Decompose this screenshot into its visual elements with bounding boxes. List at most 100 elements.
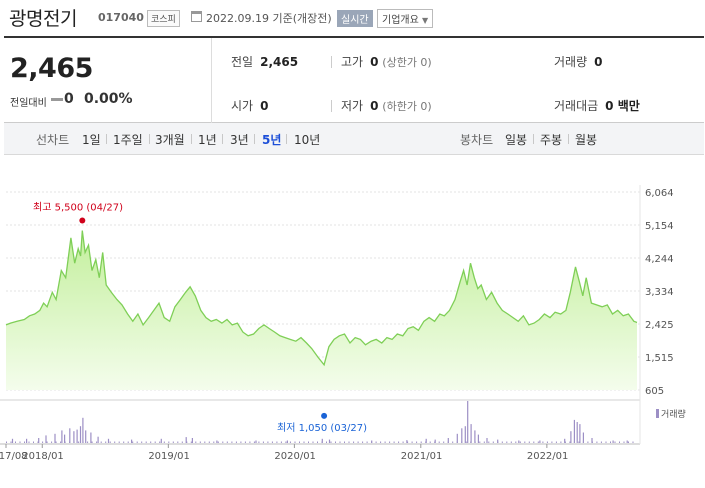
volume-bar	[524, 441, 526, 443]
volume-bar	[289, 441, 291, 443]
volume-value: 0	[594, 55, 603, 69]
tab-1w[interactable]: 1주일	[113, 133, 143, 147]
y-tick-label: 6,064	[645, 188, 674, 199]
volume-bar	[605, 441, 607, 443]
candle-chart-label: 봉차트	[460, 133, 494, 147]
tab-3m[interactable]: 3개월	[155, 133, 185, 147]
volume-bar	[132, 441, 134, 443]
volume-bar	[271, 441, 273, 443]
volume-bar	[461, 441, 463, 443]
volume-bar	[371, 441, 373, 443]
trade-value-label: 거래대금	[554, 99, 599, 113]
volume-bar	[596, 441, 598, 443]
volume-bar	[477, 434, 479, 443]
volume-bar	[406, 440, 408, 443]
price-chart[interactable]: 6,064 5,154 4,244 3,334 2,425 1,515 605 최고 5,50…	[0, 155, 705, 488]
volume-bar	[213, 441, 215, 443]
volume-bar	[19, 441, 21, 443]
volume-bar	[127, 441, 129, 443]
volume-bar	[123, 441, 125, 443]
volume-bar	[600, 441, 602, 443]
volume-bar	[510, 441, 512, 443]
x-tick-label: 2018/01	[22, 451, 64, 462]
volume-bar	[190, 441, 192, 443]
volume-bar	[564, 441, 566, 443]
volume-bar	[276, 441, 278, 443]
volume-bar	[506, 441, 508, 443]
volume-bar	[97, 436, 99, 443]
volume-bar	[348, 441, 350, 443]
volume-bar	[464, 426, 466, 443]
volume-bar	[321, 441, 323, 443]
volume-bar	[389, 441, 391, 443]
volume-bar	[69, 428, 71, 443]
volume-bar	[626, 440, 628, 443]
tab-5y[interactable]: 5년	[262, 133, 282, 147]
divider	[331, 56, 332, 68]
tab-daily-candle[interactable]: 일봉	[505, 133, 528, 147]
volume-bar	[240, 441, 242, 443]
volume-bar	[118, 441, 120, 443]
high-value: 0	[370, 55, 379, 69]
volume-bar	[339, 441, 341, 443]
volume-bar	[447, 438, 449, 443]
volume-bar	[26, 438, 28, 443]
tab-1d[interactable]: 1일	[82, 133, 101, 147]
volume-bar	[321, 438, 323, 443]
volume-bar	[497, 441, 499, 443]
volume-bar	[573, 419, 575, 443]
divider	[533, 134, 534, 144]
tab-1y[interactable]: 1년	[198, 133, 217, 147]
y-tick-label: 1,515	[645, 353, 674, 364]
volume-bar	[456, 441, 458, 443]
volume-bar	[393, 441, 395, 443]
volume-bar	[479, 441, 481, 443]
volume-bar	[294, 441, 296, 443]
company-info-dropdown[interactable]: 기업개요 ▼	[377, 9, 434, 28]
volume-bar	[262, 441, 264, 443]
volume-bar	[61, 430, 63, 443]
y-tick-label: 3,334	[645, 287, 674, 298]
volume-bar	[54, 433, 56, 443]
volume-bar	[614, 441, 616, 443]
tab-monthly-candle[interactable]: 월봉	[575, 133, 598, 147]
tab-weekly-candle[interactable]: 주봉	[540, 133, 563, 147]
volume-bar	[15, 441, 16, 443]
volume-bar	[11, 438, 14, 443]
volume-bar	[519, 441, 521, 443]
divider	[222, 134, 223, 144]
volume-bar	[226, 441, 228, 443]
volume-bar	[492, 441, 494, 443]
volume-bar	[470, 441, 472, 443]
volume-bar	[91, 441, 93, 443]
volume-bar	[328, 439, 331, 443]
volume-bar	[533, 441, 535, 443]
high-label: 고가	[341, 55, 364, 69]
volume-bar	[286, 440, 288, 443]
volume-bar	[191, 438, 193, 443]
volume-bar	[420, 441, 422, 443]
divider	[254, 134, 255, 144]
volume-bar	[486, 438, 488, 443]
volume-bar	[109, 441, 111, 443]
current-price: 2,465	[10, 53, 93, 84]
y-tick-label: 605	[645, 386, 664, 397]
low-value: 0	[370, 99, 379, 113]
volume-bar	[64, 434, 66, 443]
tab-10y[interactable]: 10년	[294, 133, 321, 147]
stock-code: 017040	[98, 11, 144, 24]
volume-bar	[208, 441, 210, 443]
volume-bar	[335, 441, 336, 443]
price-block: 2,465 전일대비 0 0.00%	[4, 38, 212, 123]
open-label: 시가	[231, 99, 254, 113]
volume-bar	[587, 441, 589, 443]
realtime-button[interactable]: 실시간	[337, 10, 373, 27]
volume-bar	[78, 441, 80, 443]
tab-3y[interactable]: 3년	[230, 133, 249, 147]
max-label: 최고 5,500 (04/27)	[33, 201, 123, 213]
volume-bar	[253, 441, 255, 443]
volume-bar	[235, 441, 237, 443]
volume-bar	[73, 441, 75, 443]
volume-bar	[255, 440, 257, 443]
volume-bar	[375, 441, 377, 443]
